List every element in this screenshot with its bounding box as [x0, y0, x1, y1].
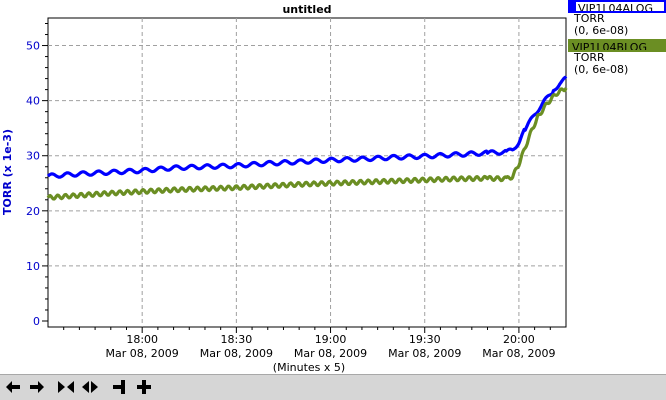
series-lines: [46, 75, 568, 201]
y-tick-label: 40: [26, 95, 40, 108]
x-tick-label-time: 20:00: [503, 333, 535, 346]
legend-name-b: VIP1L04BLOG: [568, 39, 666, 52]
legend-range-a: (0, 6e-08): [574, 24, 629, 37]
pan-left-button[interactable]: [3, 378, 23, 396]
toolbar: [0, 374, 666, 400]
legend-units-b: TORR: [574, 51, 605, 64]
series-line-b: [46, 87, 568, 201]
x-tick-label-time: 19:30: [409, 333, 441, 346]
zoom-in-x-button[interactable]: [56, 378, 76, 396]
y-tick-label: 10: [26, 260, 40, 273]
x-tick-label-date: Mar 08, 2009: [482, 347, 555, 360]
x-tick-label-time: 18:30: [221, 333, 253, 346]
series-line-a: [46, 75, 568, 179]
y-tick-label: 50: [26, 40, 40, 53]
grid: [48, 18, 566, 327]
x-tick-label-time: 18:00: [126, 333, 158, 346]
x-tick-label-date: Mar 08, 2009: [388, 347, 461, 360]
legend-entry-b[interactable]: VIP1L04BLOG TORR (0, 6e-08): [568, 39, 666, 76]
arrows-inward-icon: [58, 381, 74, 393]
pan-right-button[interactable]: [27, 378, 47, 396]
plus-icon: [137, 380, 151, 394]
zoom-in-y-button[interactable]: [110, 378, 130, 396]
x-axis-label: (Minutes x 5): [273, 361, 345, 374]
y-tick-label: 30: [26, 150, 40, 163]
legend-name-a: VIP1L04ALOG: [568, 0, 666, 13]
y-axis-label: TORR (x 1e-3): [1, 129, 14, 215]
arrows-outward-icon: [82, 381, 98, 393]
arrow-right-icon: [30, 381, 44, 393]
zoom-out-x-button[interactable]: [80, 378, 100, 396]
arrow-left-icon: [6, 381, 20, 393]
legend-entry-a[interactable]: VIP1L04ALOG TORR (0, 6e-08): [568, 0, 666, 37]
legend-range-b: (0, 6e-08): [574, 63, 629, 76]
y-tick-label: 20: [26, 205, 40, 218]
chart-title: untitled: [282, 3, 331, 16]
legend-units-a: TORR: [574, 12, 605, 25]
y-tick-label: 0: [33, 315, 40, 328]
x-tick-label-date: Mar 08, 2009: [106, 347, 179, 360]
zoom-out-y-button[interactable]: [134, 378, 154, 396]
x-tick-label-date: Mar 08, 2009: [294, 347, 367, 360]
x-tick-label-date: Mar 08, 2009: [200, 347, 273, 360]
x-tick-label-time: 19:00: [315, 333, 347, 346]
minus-icon: [113, 380, 125, 394]
